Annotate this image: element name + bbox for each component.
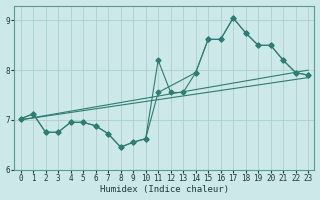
X-axis label: Humidex (Indice chaleur): Humidex (Indice chaleur) — [100, 185, 229, 194]
